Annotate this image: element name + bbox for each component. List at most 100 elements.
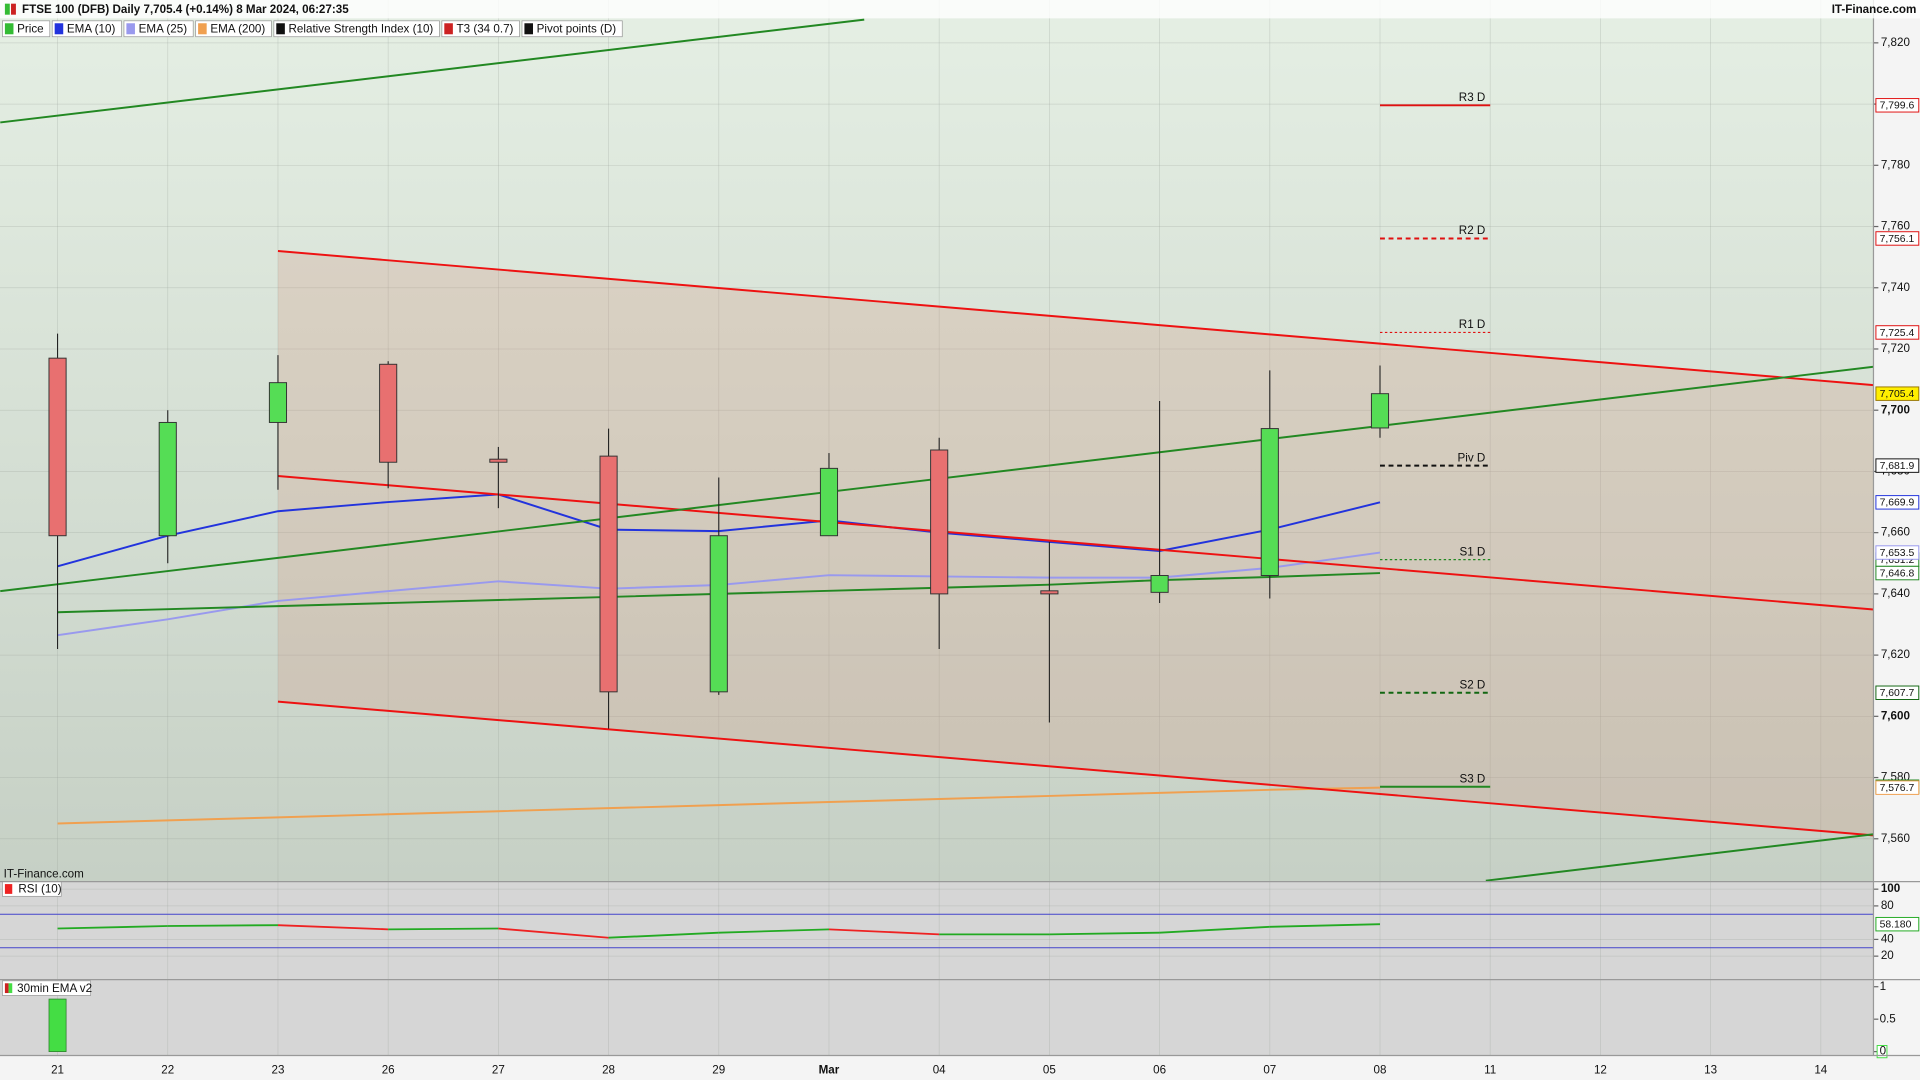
source: IT-Finance.com [1832, 3, 1917, 16]
x-tick-label: Mar [819, 1063, 840, 1076]
legend-swatch [276, 23, 285, 35]
axis-value-box [1875, 458, 1920, 473]
rsi-segment [1159, 925, 1270, 934]
chart-title: FTSE 100 (DFB) Daily 7,705.4 (+0.14%) 8 … [22, 3, 349, 16]
legend-swatch [198, 23, 207, 35]
candle-body [1040, 590, 1059, 595]
panel-label: RSI (10) [18, 883, 61, 896]
candle-body [930, 449, 949, 595]
axis-value-box [1875, 916, 1920, 932]
header-icon [11, 3, 16, 15]
panel-label: 30min EMA v2 [17, 982, 92, 995]
candle-body [268, 382, 288, 423]
x-tick-label: 07 [1263, 1063, 1276, 1076]
y-tick-label: 40 [1881, 932, 1894, 945]
x-tick-label: 27 [492, 1063, 505, 1076]
candle-body [1150, 575, 1169, 593]
trendline [277, 700, 1874, 837]
axis-value-box [1875, 231, 1920, 246]
x-tick-label: 12 [1594, 1063, 1607, 1076]
rsi-segment [718, 928, 830, 934]
candle-body [599, 455, 618, 693]
rsi-segment [498, 927, 609, 939]
x-tick-label: 23 [271, 1063, 284, 1076]
legend-box[interactable] [51, 20, 122, 38]
pivot-name: R2 D [1459, 224, 1486, 237]
axis-value-box [1875, 565, 1920, 581]
legend-label[interactable]: EMA (10) [67, 22, 116, 35]
panel-label-swatch [8, 983, 13, 994]
x-tick-label: 05 [1043, 1063, 1056, 1076]
y-tick-label: 7,600 [1881, 709, 1910, 722]
legend-box[interactable] [195, 20, 272, 38]
legend-label[interactable]: T3 (34 0.7) [457, 22, 514, 35]
candle-body [158, 421, 177, 537]
rsi-segment [608, 931, 719, 939]
axis-value-label: 7,705.4 [1880, 389, 1915, 400]
candle-body [379, 363, 398, 463]
y-tick-label: 7,640 [1881, 587, 1911, 600]
legend-box[interactable] [441, 20, 520, 38]
legend-box[interactable] [123, 20, 194, 38]
candle-body [489, 458, 508, 463]
date-axis-bg [0, 1055, 1920, 1080]
pivot-name: S3 D [1459, 772, 1485, 785]
axis-value-label: 7,756.1 [1880, 234, 1915, 245]
y-tick-label: 7,660 [1881, 526, 1911, 539]
trendline [277, 250, 1874, 387]
indicator-line [57, 786, 1381, 825]
axis-value-label: 7,681.9 [1880, 461, 1915, 472]
candle-body [819, 467, 839, 537]
rsi-segment [277, 924, 389, 931]
axis-value-box [1876, 1045, 1888, 1059]
x-tick-label: 11 [1484, 1063, 1496, 1076]
x-tick-label: 28 [602, 1063, 615, 1076]
axis-value-label: 7,669.9 [1880, 498, 1915, 509]
pivot-name: S1 D [1459, 545, 1485, 558]
rsi-segment [57, 925, 168, 930]
trendline [277, 475, 1874, 611]
x-tick-label: 04 [933, 1063, 946, 1076]
axis-value-box [1875, 685, 1920, 700]
legend-label[interactable]: Price [17, 22, 44, 35]
candle-body [1260, 428, 1279, 576]
y-tick-label: 7,780 [1881, 158, 1911, 171]
pivot-name: R3 D [1459, 91, 1486, 104]
axis-value-box [1875, 780, 1920, 795]
legend-label[interactable]: EMA (25) [139, 22, 188, 35]
x-tick-label: 21 [51, 1063, 64, 1076]
bar [48, 998, 67, 1052]
legend: Price EMA (10) EMA (25) EMA (200) Relative S… [2, 20, 623, 38]
x-tick-label: 08 [1374, 1063, 1387, 1076]
y-tick-label: 20 [1881, 949, 1894, 962]
indicator-panel-bg [0, 881, 1874, 1056]
legend-label[interactable]: EMA (200) [210, 22, 265, 35]
candle-body [48, 357, 67, 537]
rsi-segment [828, 928, 940, 936]
axis-value-label: 7,576.7 [1880, 783, 1915, 794]
axis-value-box [1875, 545, 1920, 560]
y-tick-label: 7,820 [1881, 36, 1911, 49]
header-bar [0, 0, 1920, 19]
pivot-name: S2 D [1459, 678, 1485, 691]
overlay: 21 22 23 26 27 28 29 Mar 04 05 06 07 08 11 12 13 14 7,560… [0, 36, 1920, 1076]
legend-label[interactable]: Relative Strength Index (10) [289, 22, 434, 35]
header-icon [4, 3, 10, 15]
axis-value-label: 7,646.8 [1880, 568, 1915, 579]
x-tick-label: 06 [1153, 1063, 1166, 1076]
x-tick-label: 29 [712, 1063, 725, 1076]
legend-label[interactable]: Pivot points (D) [537, 22, 617, 35]
rsi-segment [388, 927, 499, 931]
legend-swatch [524, 23, 533, 35]
trendline [1485, 833, 1874, 882]
legend-box[interactable] [2, 20, 51, 38]
y-tick-label: 0.5 [1880, 1012, 1896, 1025]
axis-value-label: 7,653.5 [1880, 548, 1915, 559]
y-tick-label: 7,720 [1881, 342, 1911, 355]
axis-value-label: 7,725.4 [1880, 328, 1915, 339]
legend-box[interactable] [521, 20, 623, 38]
legend-box[interactable] [273, 20, 440, 38]
x-tick-label: 22 [161, 1063, 174, 1076]
panel-label-swatch [4, 983, 9, 994]
